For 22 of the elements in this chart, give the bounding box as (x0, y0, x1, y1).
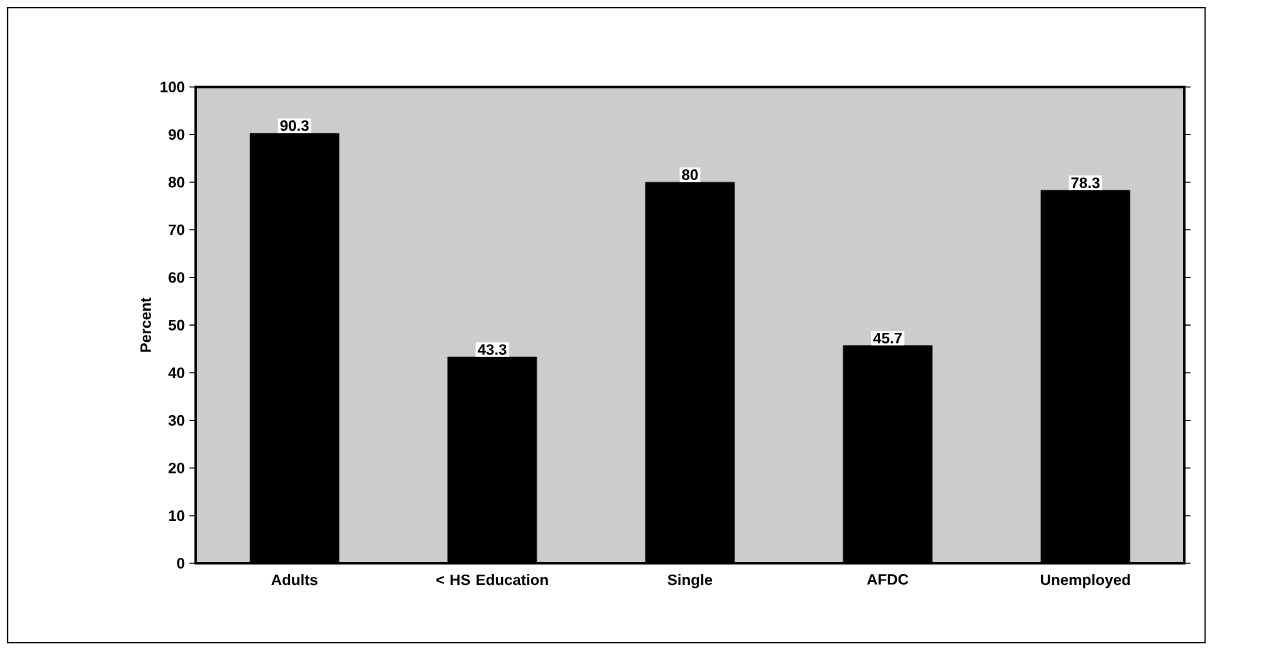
data-label: 90.3 (280, 120, 309, 131)
y-tick-label: 30 (168, 414, 185, 426)
data-label: 45.7 (873, 332, 902, 344)
x-tick-label: Adults (271, 573, 318, 586)
x-tick-label: < HS Education (436, 573, 548, 586)
y-tick-label: 100 (160, 81, 185, 93)
y-tick-label: 60 (168, 272, 185, 283)
data-label: 78.3 (1071, 177, 1100, 189)
x-tick-label: Single (667, 573, 713, 589)
y-tick-label: 0 (177, 557, 185, 569)
y-tick-label: 50 (168, 319, 185, 331)
y-tick-label: 10 (169, 510, 185, 521)
y-tick-label: 70 (168, 224, 185, 236)
y-tick-label: 40 (168, 367, 185, 378)
data-label: 43.3 (477, 344, 507, 355)
data-label: 80 (682, 169, 698, 180)
y-tick-label: 20 (168, 462, 185, 474)
y-axis-title: Percent (140, 297, 152, 352)
y-tick-label: 80 (168, 176, 185, 188)
y-tick-label: 90 (168, 129, 185, 140)
x-tick-label: AFDC (867, 573, 909, 585)
x-tick-label: Unemployed (1040, 573, 1130, 589)
